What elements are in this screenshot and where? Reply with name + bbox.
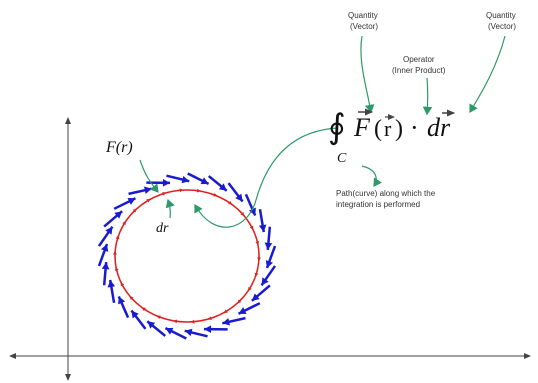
pointer [140,160,158,192]
pointer [168,200,170,218]
pointer [361,36,371,112]
path-element-head [197,189,201,193]
pointer [427,78,428,114]
field-vector-head [204,325,211,333]
annotation: (Vector) [350,22,378,31]
diagram: Quantity (Vector) Operator (Inner Produc… [0,0,538,383]
annotation: Quantity [486,11,516,20]
annotation: (Vector) [488,22,516,31]
pointer [470,36,505,112]
path-element-head [173,319,177,323]
annotation: Quantity [348,11,378,20]
formula-contour: C [337,151,347,166]
annotation: Operator [403,55,435,64]
field-vector-head [163,179,170,187]
pointer [195,128,338,227]
path-element-head [257,257,261,261]
path-curve [115,190,259,322]
differential-label: dr [156,221,169,236]
formula-arg: r [384,116,392,141]
annotation: (Inner Product) [392,66,446,75]
annotation: integration is performed [336,200,420,209]
vector-field-loop [99,173,275,338]
field-vector-head [265,243,273,250]
path-element-head [191,320,195,324]
formula-differential: dr [427,113,451,142]
formula-dot: · [410,113,419,142]
path-element-head [180,188,184,192]
formula-paren: ) [395,116,403,142]
field-label: F(r) [105,139,133,156]
annotation: Path(curve) along which the [336,189,436,198]
path-element-head [113,251,117,255]
pointer [362,166,376,186]
formula-field: F [353,113,371,142]
field-vector-head [102,262,110,269]
formula-paren: ( [374,116,382,142]
integral-sign: ∮ [328,109,346,146]
